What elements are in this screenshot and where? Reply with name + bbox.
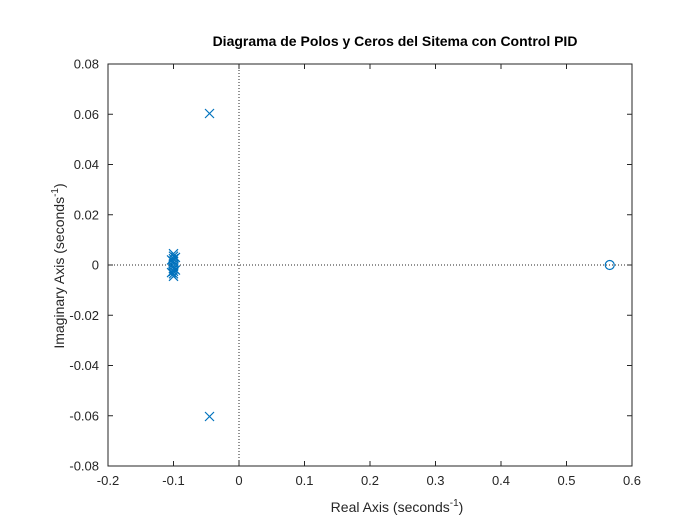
y-tick-label: -0.08 [69,459,99,474]
y-tick-label: 0.06 [74,107,99,122]
y-tick-label: -0.04 [69,358,99,373]
x-tick-label: 0.1 [295,473,313,488]
y-axis-label-main: Imaginary Axis (seconds [51,197,67,349]
x-tick-label: 0.4 [492,473,510,488]
zero-marker [168,257,179,268]
x-axis-ticks: -0.2 -0.1 0 0.1 0.2 0.3 0.4 0.5 0.6 [97,64,641,488]
pole-stroke-b [166,267,177,278]
x-axis-label-close: ) [459,499,464,515]
pole-stroke-b [170,252,181,263]
y-tick-label: 0.08 [74,57,99,72]
pole-marker [204,411,215,422]
x-tick-label: -0.1 [162,473,184,488]
pole-stroke-b [204,108,215,119]
y-tick-label: -0.02 [69,308,99,323]
zero-marker [604,259,615,271]
pole-marker [204,108,215,119]
pole-stroke-b [168,248,179,259]
pole-stroke-b [204,411,215,422]
chart-title: Diagrama de Polos y Ceros del Sitema con… [213,33,578,49]
pole-marker [166,267,177,278]
pole-stroke-b [168,261,179,272]
x-tick-label: -0.2 [97,473,119,488]
x-tick-label: 0.5 [557,473,575,488]
pole-stroke-b [168,271,179,282]
y-tick-label: 0.02 [74,207,99,222]
y-axis-ticks: -0.08 -0.06 -0.04 -0.02 0 0.02 0.04 0.06 0.08 [69,57,632,474]
x-tick-label: 0.6 [623,473,641,488]
pole-marker [170,252,181,263]
y-tick-label: 0.04 [74,157,99,172]
x-axis-label: Real Axis (seconds-1) [331,498,464,515]
x-tick-label: 0 [235,473,242,488]
y-axis-label: Imaginary Axis (seconds-1) [50,183,67,348]
x-axis-label-main: Real Axis (seconds [331,499,450,515]
y-tick-label: 0 [92,258,99,273]
x-tick-label: 0.2 [361,473,379,488]
y-axis-label-exponent: -1 [50,188,61,197]
zero-marker [168,262,179,273]
y-axis-label-close: ) [51,183,67,188]
x-tick-label: 0.3 [426,473,444,488]
pole-stroke-b [168,258,179,269]
x-axis-label-exponent: -1 [450,498,459,509]
reference-lines [108,64,632,466]
y-tick-label: -0.06 [69,408,99,423]
data-marks [166,108,615,422]
